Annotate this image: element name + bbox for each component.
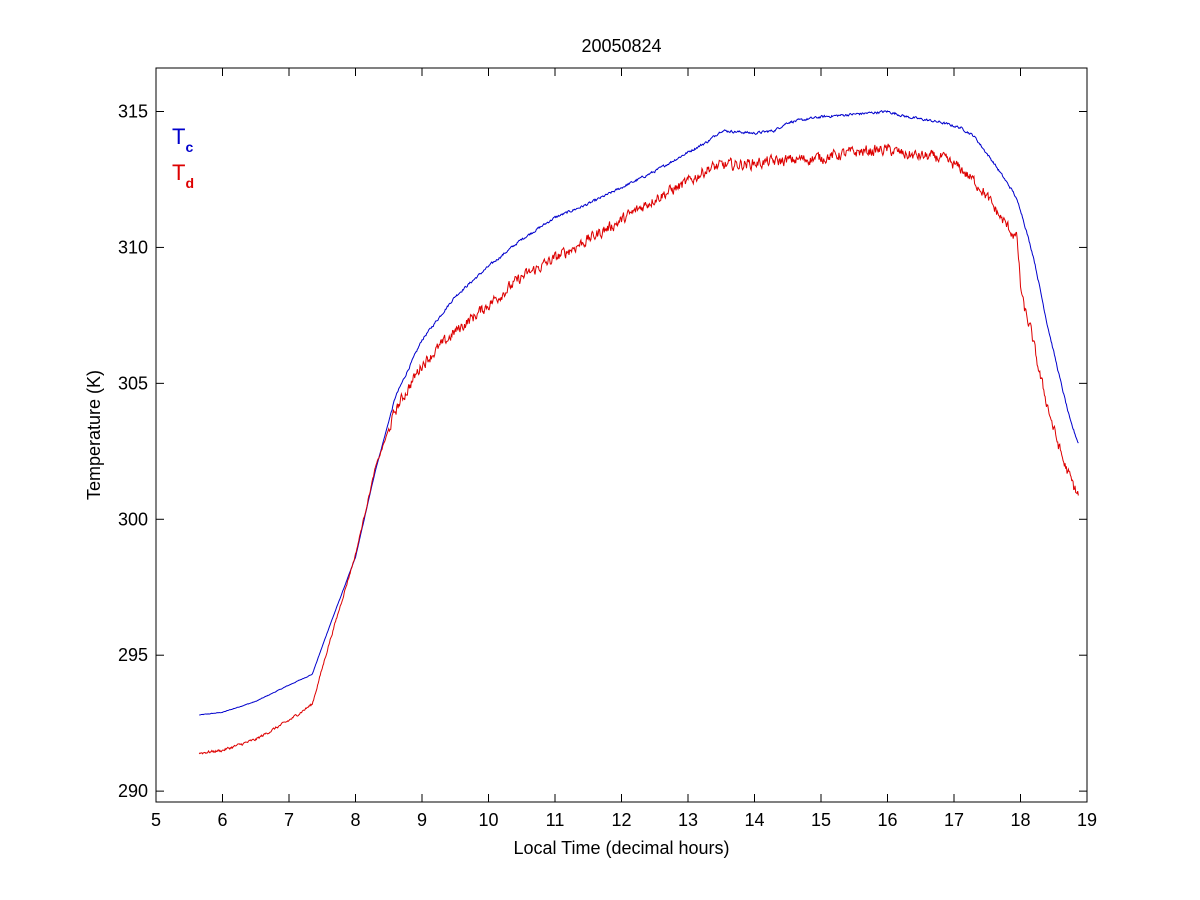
x-tick-label: 18 xyxy=(1010,810,1030,830)
y-tick-label: 310 xyxy=(118,237,148,257)
legend-subscript-text: c xyxy=(185,139,193,155)
legend-main-text: T xyxy=(172,160,185,185)
tick-layer: 5 6 7 8 9 10 11 12 13 14 15 16 17 18 19 290 295 300 305 310… xyxy=(118,68,1097,830)
y-tick-label: 295 xyxy=(118,645,148,665)
x-tick-label: 14 xyxy=(744,810,764,830)
x-tick-label: 15 xyxy=(811,810,831,830)
legend-entry-2: Td xyxy=(172,160,194,191)
legend-subscript-text: d xyxy=(185,175,194,191)
series-line-1 xyxy=(199,109,1079,716)
x-tick-label: 6 xyxy=(217,810,227,830)
x-tick-label: 10 xyxy=(478,810,498,830)
y-tick-label: 315 xyxy=(118,101,148,121)
y-tick-label: 300 xyxy=(118,509,148,529)
x-tick-label: 9 xyxy=(417,810,427,830)
x-tick-label: 16 xyxy=(877,810,897,830)
legend-main-text: T xyxy=(172,124,185,149)
legend-entry-1: Tc xyxy=(172,124,193,155)
x-tick-label: 11 xyxy=(546,810,565,830)
x-tick-label: 17 xyxy=(944,810,964,830)
x-axis-label: Local Time (decimal hours) xyxy=(513,838,729,858)
x-tick-label: 13 xyxy=(678,810,698,830)
x-tick-label: 19 xyxy=(1077,810,1097,830)
y-tick-label: 290 xyxy=(118,781,148,801)
y-tick-label: 305 xyxy=(118,373,148,393)
series-layer xyxy=(198,109,1079,755)
series-line-2 xyxy=(198,143,1079,755)
x-tick-label: 8 xyxy=(350,810,360,830)
x-tick-label: 5 xyxy=(151,810,161,830)
chart-title: 20050824 xyxy=(581,36,661,56)
x-tick-label: 12 xyxy=(611,810,631,830)
x-tick-label: 7 xyxy=(284,810,294,830)
y-axis-label: Temperature (K) xyxy=(84,370,104,500)
